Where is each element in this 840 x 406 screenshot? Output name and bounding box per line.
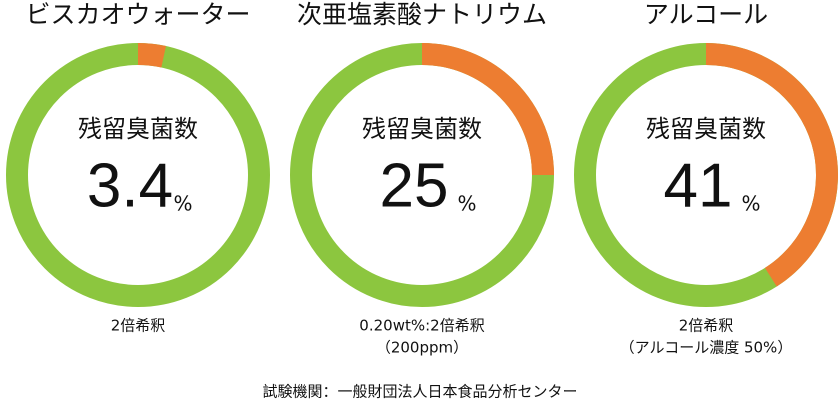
value-label: 3.4 — [87, 151, 173, 220]
unit-label: % — [457, 192, 476, 216]
chart-title: ビスカオウォーター — [25, 0, 250, 29]
note: 2倍希釈 — [111, 317, 166, 335]
center-label: 残留臭菌数 — [646, 115, 766, 143]
center-label: 残留臭菌数 — [362, 115, 482, 143]
donut-segment — [705, 43, 838, 287]
value-label: 25 — [380, 151, 449, 220]
note: （アルコール濃度 50%） — [620, 339, 793, 357]
chart-title: 次亜塩素酸ナトリウム — [297, 0, 547, 29]
value-label: 41 — [664, 151, 733, 220]
center-label: 残留臭菌数 — [78, 115, 198, 143]
note: （200ppm） — [376, 339, 468, 357]
donut-segment — [137, 43, 166, 68]
unit-label: % — [173, 192, 192, 216]
footer: 試験機関：一般財団法人日本食品分析センター — [262, 383, 577, 401]
unit-label: % — [741, 192, 760, 216]
chart-title: アルコール — [644, 0, 768, 29]
donut-segment — [421, 43, 554, 176]
note: 2倍希釈 — [679, 317, 734, 335]
note: 0.20wt%:2倍希釈 — [359, 317, 484, 335]
